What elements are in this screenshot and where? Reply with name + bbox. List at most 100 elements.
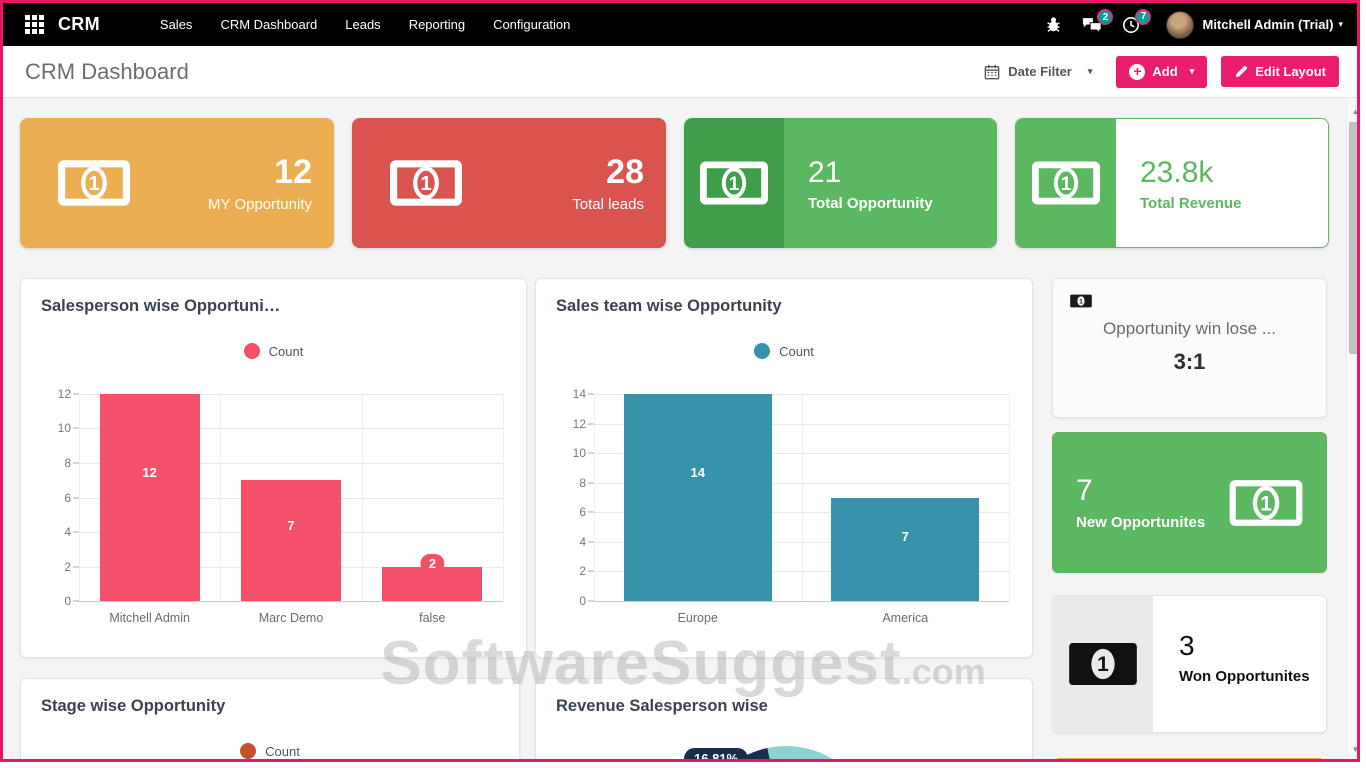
x-axis-label: Mitchell Admin	[109, 611, 190, 625]
svg-text:1: 1	[88, 173, 99, 195]
legend-label: Count	[779, 343, 814, 359]
add-button[interactable]: + Add ▾	[1116, 55, 1208, 88]
card-title: Opportunity win lose ...	[1103, 319, 1276, 338]
card-opportunity-win-lose[interactable]: 1 Opportunity win lose ... 3:1	[1052, 278, 1327, 418]
y-tick-label: 2	[64, 559, 71, 574]
legend-dot	[240, 743, 257, 759]
activities-clock-icon[interactable]: 7	[1122, 8, 1152, 34]
edit-layout-label: Edit Layout	[1255, 64, 1326, 79]
menu-item-configuration[interactable]: Configuration	[493, 17, 571, 32]
bar-marc-demo[interactable]: 7	[241, 480, 341, 601]
bar-false[interactable]: 2	[382, 553, 483, 601]
y-tick-label: 10	[572, 446, 586, 461]
apps-menu-icon[interactable]	[25, 15, 44, 34]
card-new-opportunities[interactable]: 7 New Opportunites 1	[1052, 432, 1327, 573]
kpi-card-total-leads[interactable]: 1 28 Total leads	[352, 118, 666, 248]
page-title: CRM Dashboard	[25, 58, 189, 84]
y-tick-label: 2	[579, 564, 586, 579]
kpi-card-total-revenue[interactable]: 1 23.8k Total Revenue	[1015, 118, 1329, 248]
menu-item-crm-dashboard[interactable]: CRM Dashboard	[220, 17, 318, 32]
bar-value-label: 14	[682, 462, 713, 482]
card-label: Won Opportunites	[1179, 668, 1310, 685]
chart-card-stage-wise: Stage wise Opportunity Count	[20, 678, 520, 759]
bar-value-label: 12	[134, 462, 165, 482]
bar-plot: 14 12 10 8 6 4 2 0 14 7	[573, 387, 1010, 608]
kpi-value: 12	[274, 152, 312, 191]
menu-item-reporting[interactable]: Reporting	[408, 17, 466, 32]
vertical-scrollbar[interactable]: ▲ ▼	[1346, 98, 1360, 759]
scrollbar-thumb[interactable]	[1349, 122, 1357, 354]
legend-label: Count	[265, 743, 300, 759]
control-panel: CRM Dashboard Date Filter ▾ + Add ▾ Edit…	[3, 46, 1357, 98]
card-value: 3:1	[1173, 349, 1206, 374]
card-partially-visible[interactable]	[1052, 758, 1327, 759]
y-tick-label: 4	[579, 534, 586, 549]
user-name: Mitchell Admin (Trial)	[1202, 17, 1334, 32]
x-axis-labels: Mitchell Admin Marc Demo false	[79, 611, 503, 625]
kpi-card-total-opportunity[interactable]: 1 21 Total Opportunity	[684, 118, 997, 248]
chart-card-salesperson-wise: Salesperson wise Opportuni… Count 12 10 8 6…	[20, 278, 527, 658]
bar-america[interactable]: 7	[831, 497, 980, 601]
user-avatar	[1166, 10, 1195, 39]
bug-icon[interactable]	[1045, 16, 1062, 33]
money-icon: 1	[352, 118, 462, 248]
app-brand[interactable]: CRM	[58, 14, 100, 34]
kpi-value: 28	[606, 152, 644, 191]
chart-card-salesteam-wise: Sales team wise Opportunity Count 14 12 10…	[535, 278, 1033, 658]
date-filter-dropdown[interactable]: Date Filter ▾	[984, 64, 1092, 80]
kpi-label: Total Revenue	[1140, 194, 1242, 212]
date-filter-label: Date Filter	[1008, 64, 1072, 79]
kpi-label: MY Opportunity	[208, 196, 312, 214]
add-button-label: Add	[1152, 64, 1178, 79]
money-icon: 1	[1053, 596, 1153, 732]
top-navbar: CRM Sales CRM Dashboard Leads Reporting Conf…	[3, 3, 1357, 46]
y-tick-label: 4	[64, 524, 71, 539]
y-tick-label: 10	[57, 421, 71, 436]
x-axis-label: false	[419, 611, 446, 625]
chart-legend[interactable]: Count	[21, 743, 519, 759]
menu-item-leads[interactable]: Leads	[345, 17, 381, 32]
edit-layout-button[interactable]: Edit Layout	[1221, 56, 1339, 87]
money-icon: 1	[20, 118, 130, 248]
pencil-icon	[1235, 65, 1248, 77]
kpi-card-my-opportunity[interactable]: 1 12 MY Opportunity	[20, 118, 334, 248]
scroll-down-arrow[interactable]: ▼	[1351, 745, 1360, 754]
y-tick-label: 0	[64, 594, 71, 608]
card-value: 3	[1179, 630, 1195, 661]
menu-item-sales[interactable]: Sales	[159, 17, 193, 32]
user-menu[interactable]: Mitchell Admin (Trial) ▾	[1166, 10, 1343, 39]
chart-legend[interactable]: Count	[21, 343, 526, 359]
chevron-down-icon: ▾	[1338, 19, 1343, 29]
bar-europe[interactable]: 14	[623, 394, 772, 601]
plus-circle-icon: +	[1129, 63, 1146, 80]
dashboard-content: 1 12 MY Opportunity 1 28 Total leads 1 2…	[3, 98, 1360, 759]
chart-legend[interactable]: Count	[536, 343, 1032, 359]
messages-badge: 2	[1097, 9, 1114, 25]
messages-icon[interactable]: 2	[1082, 9, 1114, 33]
bar-value-label: 7	[893, 526, 917, 546]
chart-title: Stage wise Opportunity	[41, 697, 226, 715]
card-won-opportunities[interactable]: 1 3 Won Opportunites	[1052, 595, 1327, 733]
calendar-icon	[984, 64, 1000, 79]
kpi-label: Total Opportunity	[808, 194, 933, 212]
chart-card-revenue-salesperson: Revenue Salesperson wise 16.81%	[535, 678, 1033, 759]
y-tick-label: 14	[572, 387, 586, 401]
money-icon: 1	[1069, 293, 1093, 309]
activities-badge: 7	[1135, 8, 1152, 25]
legend-dot	[243, 343, 260, 359]
svg-text:1: 1	[1079, 298, 1083, 305]
chart-title: Salesperson wise Opportuni…	[41, 297, 281, 315]
y-tick-label: 0	[579, 594, 586, 608]
bar-mitchell-admin[interactable]: 12	[99, 394, 200, 601]
pie-slice-label: 16.81%	[684, 748, 749, 759]
money-icon: 1	[1229, 479, 1303, 527]
y-tick-label: 12	[57, 387, 71, 401]
x-axis-label: America	[882, 611, 929, 625]
scroll-up-arrow[interactable]: ▲	[1351, 107, 1360, 116]
bar-plot: 12 10 8 6 4 2 0 12 7 2	[58, 387, 504, 608]
card-label: New Opportunites	[1076, 514, 1206, 531]
card-value: 7	[1076, 474, 1093, 507]
chart-title: Sales team wise Opportunity	[556, 297, 782, 315]
legend-dot	[754, 343, 771, 359]
